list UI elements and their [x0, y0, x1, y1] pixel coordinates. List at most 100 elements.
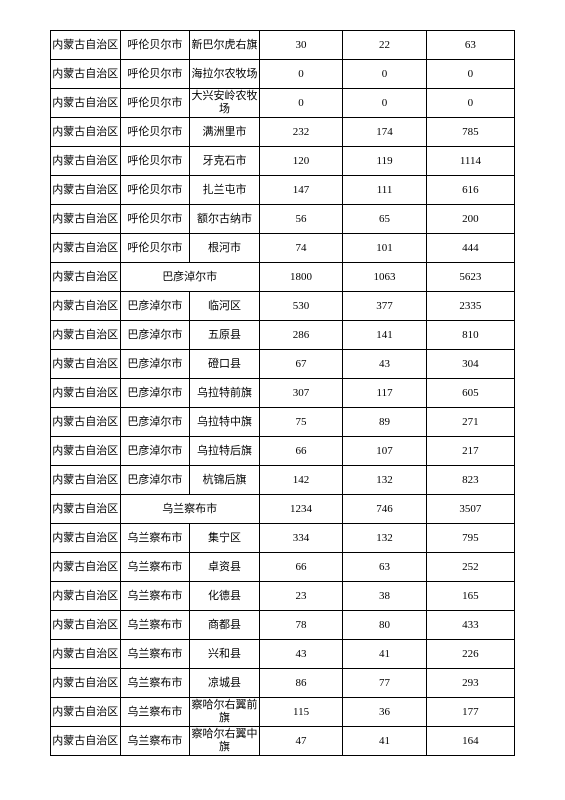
value-cell-v1: 56 — [259, 205, 343, 234]
district-cell: 集宁区 — [190, 524, 260, 553]
value-cell-v1: 0 — [259, 60, 343, 89]
region-cell: 内蒙古自治区 — [51, 234, 121, 263]
region-cell: 内蒙古自治区 — [51, 640, 121, 669]
value-cell-v1: 286 — [259, 321, 343, 350]
value-cell-v3: 271 — [426, 408, 514, 437]
city-cell: 乌兰察布市 — [120, 698, 190, 727]
region-cell: 内蒙古自治区 — [51, 60, 121, 89]
value-cell-v3: 252 — [426, 553, 514, 582]
region-cell: 内蒙古自治区 — [51, 118, 121, 147]
value-cell-v2: 65 — [343, 205, 427, 234]
table-row: 内蒙古自治区乌兰察布市察哈尔右翼前旗11536177 — [51, 698, 515, 727]
district-cell: 磴口县 — [190, 350, 260, 379]
district-cell: 乌拉特前旗 — [190, 379, 260, 408]
table-row: 内蒙古自治区乌兰察布市察哈尔右翼中旗4741164 — [51, 727, 515, 756]
value-cell-v1: 334 — [259, 524, 343, 553]
region-cell: 内蒙古自治区 — [51, 147, 121, 176]
value-cell-v3: 444 — [426, 234, 514, 263]
city-cell: 巴彦淖尔市 — [120, 466, 190, 495]
region-cell: 内蒙古自治区 — [51, 495, 121, 524]
value-cell-v1: 86 — [259, 669, 343, 698]
value-cell-v3: 304 — [426, 350, 514, 379]
table-row: 内蒙古自治区巴彦淖尔市五原县286141810 — [51, 321, 515, 350]
city-cell: 呼伦贝尔市 — [120, 118, 190, 147]
region-cell: 内蒙古自治区 — [51, 321, 121, 350]
city-cell: 乌兰察布市 — [120, 553, 190, 582]
value-cell-v2: 80 — [343, 611, 427, 640]
value-cell-v3: 164 — [426, 727, 514, 756]
table-row: 内蒙古自治区巴彦淖尔市180010635623 — [51, 263, 515, 292]
city-cell: 呼伦贝尔市 — [120, 176, 190, 205]
value-cell-v1: 30 — [259, 31, 343, 60]
city-district-merged-cell: 巴彦淖尔市 — [120, 263, 259, 292]
city-cell: 呼伦贝尔市 — [120, 205, 190, 234]
value-cell-v3: 293 — [426, 669, 514, 698]
region-cell: 内蒙古自治区 — [51, 408, 121, 437]
value-cell-v2: 377 — [343, 292, 427, 321]
district-cell: 临河区 — [190, 292, 260, 321]
city-cell: 呼伦贝尔市 — [120, 234, 190, 263]
district-cell: 化德县 — [190, 582, 260, 611]
value-cell-v1: 1234 — [259, 495, 343, 524]
value-cell-v2: 174 — [343, 118, 427, 147]
district-cell: 乌拉特中旗 — [190, 408, 260, 437]
city-cell: 乌兰察布市 — [120, 640, 190, 669]
region-cell: 内蒙古自治区 — [51, 205, 121, 234]
value-cell-v3: 823 — [426, 466, 514, 495]
value-cell-v1: 66 — [259, 553, 343, 582]
district-cell: 额尔古纳市 — [190, 205, 260, 234]
city-cell: 乌兰察布市 — [120, 727, 190, 756]
table-row: 内蒙古自治区呼伦贝尔市牙克石市1201191114 — [51, 147, 515, 176]
table-row: 内蒙古自治区呼伦贝尔市海拉尔农牧场000 — [51, 60, 515, 89]
value-cell-v2: 0 — [343, 89, 427, 118]
value-cell-v1: 66 — [259, 437, 343, 466]
table-row: 内蒙古自治区巴彦淖尔市磴口县6743304 — [51, 350, 515, 379]
value-cell-v3: 433 — [426, 611, 514, 640]
district-cell: 察哈尔右翼中旗 — [190, 727, 260, 756]
value-cell-v3: 2335 — [426, 292, 514, 321]
city-cell: 呼伦贝尔市 — [120, 89, 190, 118]
city-cell: 巴彦淖尔市 — [120, 321, 190, 350]
district-cell: 杭锦后旗 — [190, 466, 260, 495]
district-cell: 新巴尔虎右旗 — [190, 31, 260, 60]
district-cell: 察哈尔右翼前旗 — [190, 698, 260, 727]
value-cell-v2: 1063 — [343, 263, 427, 292]
value-cell-v2: 141 — [343, 321, 427, 350]
district-cell: 海拉尔农牧场 — [190, 60, 260, 89]
region-cell: 内蒙古自治区 — [51, 727, 121, 756]
city-district-merged-cell: 乌兰察布市 — [120, 495, 259, 524]
value-cell-v2: 63 — [343, 553, 427, 582]
value-cell-v1: 67 — [259, 350, 343, 379]
region-cell: 内蒙古自治区 — [51, 669, 121, 698]
value-cell-v1: 78 — [259, 611, 343, 640]
table-row: 内蒙古自治区巴彦淖尔市乌拉特中旗7589271 — [51, 408, 515, 437]
value-cell-v3: 0 — [426, 60, 514, 89]
city-cell: 乌兰察布市 — [120, 669, 190, 698]
region-cell: 内蒙古自治区 — [51, 698, 121, 727]
region-cell: 内蒙古自治区 — [51, 582, 121, 611]
value-cell-v2: 132 — [343, 466, 427, 495]
region-cell: 内蒙古自治区 — [51, 292, 121, 321]
value-cell-v2: 36 — [343, 698, 427, 727]
value-cell-v3: 5623 — [426, 263, 514, 292]
value-cell-v3: 785 — [426, 118, 514, 147]
value-cell-v3: 3507 — [426, 495, 514, 524]
value-cell-v2: 77 — [343, 669, 427, 698]
city-cell: 巴彦淖尔市 — [120, 292, 190, 321]
table-row: 内蒙古自治区呼伦贝尔市满洲里市232174785 — [51, 118, 515, 147]
value-cell-v1: 47 — [259, 727, 343, 756]
table-row: 内蒙古自治区乌兰察布市化德县2338165 — [51, 582, 515, 611]
value-cell-v2: 43 — [343, 350, 427, 379]
district-cell: 大兴安岭农牧场 — [190, 89, 260, 118]
table-row: 内蒙古自治区乌兰察布市商都县7880433 — [51, 611, 515, 640]
value-cell-v3: 795 — [426, 524, 514, 553]
region-cell: 内蒙古自治区 — [51, 350, 121, 379]
value-cell-v1: 142 — [259, 466, 343, 495]
district-cell: 兴和县 — [190, 640, 260, 669]
value-cell-v1: 530 — [259, 292, 343, 321]
region-cell: 内蒙古自治区 — [51, 89, 121, 118]
value-cell-v2: 0 — [343, 60, 427, 89]
region-cell: 内蒙古自治区 — [51, 176, 121, 205]
region-cell: 内蒙古自治区 — [51, 437, 121, 466]
value-cell-v1: 75 — [259, 408, 343, 437]
